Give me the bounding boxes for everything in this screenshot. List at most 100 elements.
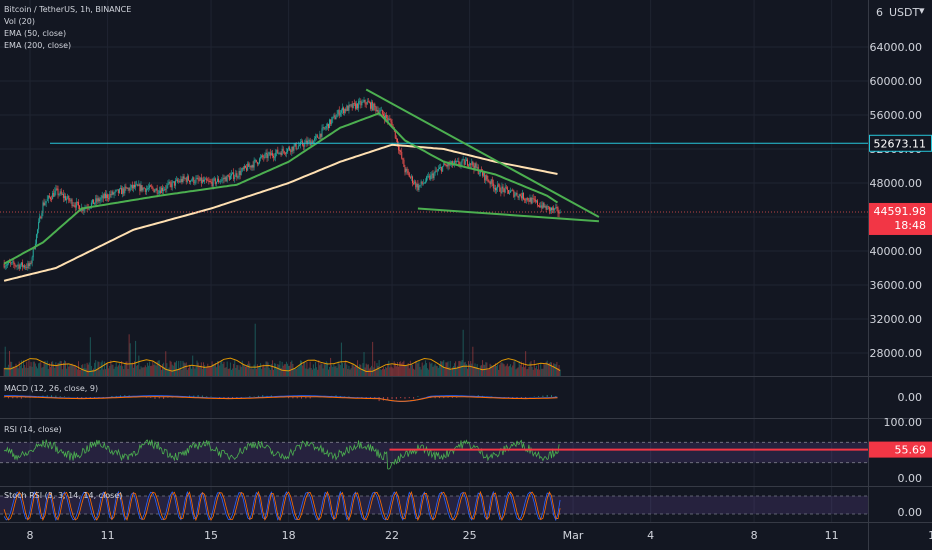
macd-histogram-bar [81, 397, 83, 399]
candle-body [214, 178, 216, 184]
candle-body [251, 165, 253, 168]
volume-bar [339, 364, 341, 376]
candle-body [432, 173, 434, 179]
macd-histogram-bar [257, 395, 259, 397]
candle-body [469, 163, 471, 166]
volume-bar [236, 365, 238, 376]
candle-body [125, 186, 127, 188]
volume-bar [537, 369, 539, 376]
candle-body [129, 187, 131, 191]
stoch-rsi-indicator-label[interactable]: Stoch RSI (3, 3, 14, 14, close) [4, 491, 123, 500]
volume-bar [554, 363, 556, 376]
candle-body [441, 167, 443, 172]
candle-body [506, 187, 508, 191]
candle-body [67, 195, 69, 199]
volume-bar [98, 361, 100, 376]
rsi-tick-label: 100.00 [884, 416, 923, 429]
volume-bar [402, 361, 404, 376]
volume-bar [399, 361, 401, 376]
volume-bar [551, 362, 553, 376]
candle-body [461, 159, 463, 163]
candle-body [157, 193, 159, 194]
candle-body [478, 173, 480, 174]
volume-bar [359, 364, 361, 376]
candle-body [545, 206, 547, 210]
candle-body [433, 173, 435, 179]
candle-body [351, 104, 353, 108]
ema200-line[interactable] [3, 143, 558, 282]
candle-body [199, 177, 201, 181]
candle-body [526, 197, 528, 201]
candle-body [296, 148, 298, 150]
ema50-line[interactable] [3, 112, 559, 265]
candle-body [401, 151, 403, 159]
settings-dropdown-icon[interactable]: ▾ [919, 4, 925, 17]
volume-bar [54, 367, 56, 376]
candle-body [416, 183, 418, 188]
falling-wedge-line[interactable] [417, 207, 599, 223]
volume-bar [522, 362, 524, 376]
candle-body [135, 184, 137, 188]
candle-body [58, 194, 60, 196]
price-tick-label: 36000.00 [870, 279, 923, 292]
candle-body [450, 161, 452, 164]
volume-bar [27, 368, 29, 376]
price-tick-label: 56000.00 [870, 109, 923, 122]
volume-bar [261, 368, 263, 376]
candle-body [173, 181, 175, 186]
time-tick-label: 15 [928, 529, 932, 542]
candle-body [336, 113, 338, 118]
candle-body [472, 161, 474, 166]
candle-body [491, 179, 493, 184]
candle-body [533, 198, 535, 200]
volume-bar [77, 361, 79, 376]
rsi-indicator-label[interactable]: RSI (14, close) [4, 425, 62, 434]
candle-body [546, 206, 548, 210]
candle-body [237, 176, 239, 178]
volume-bar [528, 366, 530, 376]
candle-body [264, 154, 266, 158]
volume-bar [26, 361, 28, 376]
volume-bar [458, 361, 460, 376]
ema50-indicator-label[interactable]: EMA (50, close) [4, 29, 67, 38]
volume-bar [137, 364, 139, 376]
volume-bar [477, 368, 479, 376]
macd-indicator-label[interactable]: MACD (12, 26, close, 9) [4, 384, 99, 393]
candle-body [228, 176, 230, 180]
volume-bar [357, 360, 359, 376]
candle-body [124, 186, 126, 194]
candle-body [241, 167, 243, 171]
candle-body [224, 177, 226, 180]
macd-histogram-bar [266, 395, 268, 397]
volume-bar [37, 368, 39, 376]
volume-indicator-label[interactable]: Vol (20) [4, 17, 35, 26]
volume-bar [525, 351, 527, 376]
candle-body [341, 107, 343, 111]
candle-body [103, 193, 105, 199]
candle-body [405, 168, 407, 173]
volume-bar [330, 357, 332, 376]
candle-body [462, 159, 464, 161]
volume-bar [471, 363, 473, 376]
candle-body [261, 155, 263, 158]
volume-bar [127, 368, 129, 376]
falling-wedge-line[interactable] [365, 88, 600, 218]
candle-body [207, 180, 209, 182]
rsi-line[interactable] [3, 439, 560, 470]
volume-bar [444, 368, 446, 376]
volume-bar [202, 362, 204, 376]
currency-label[interactable]: USDT [889, 6, 920, 19]
volume-bar [382, 367, 384, 376]
candle-body [340, 110, 342, 113]
volume-bar [545, 361, 547, 376]
price-tick-label: 40000.00 [870, 245, 923, 258]
volume-bar [549, 362, 551, 376]
volume-bar [529, 362, 531, 376]
ema200-indicator-label[interactable]: EMA (200, close) [4, 41, 72, 50]
candle-body [252, 165, 254, 168]
macd-pane[interactable] [3, 395, 558, 402]
volume-bar [393, 361, 395, 376]
candle-body [262, 155, 264, 158]
candle-body [395, 138, 397, 140]
